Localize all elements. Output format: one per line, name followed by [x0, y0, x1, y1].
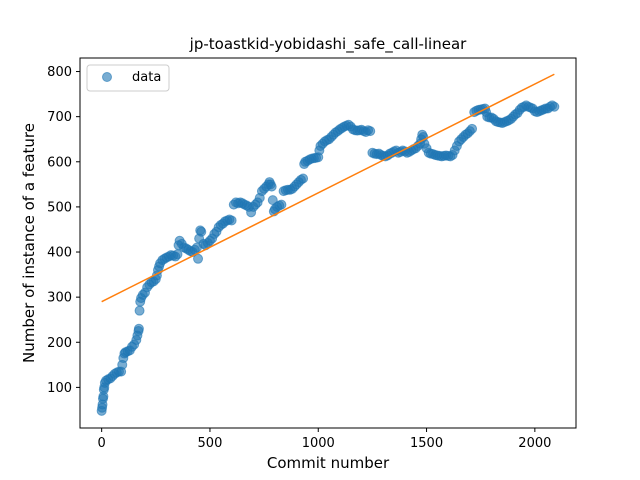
data-point: [266, 181, 277, 192]
legend-box: [86, 64, 170, 92]
y-tick-label: 400: [47, 246, 72, 261]
data-point: [133, 323, 144, 334]
data-point: [226, 215, 237, 226]
y-tick-label: 800: [47, 65, 72, 80]
data-point: [365, 126, 376, 137]
x-tick-label: 0: [98, 436, 106, 451]
data-point: [196, 226, 207, 237]
chart-title: jp-toastkid-yobidashi_safe_call-linear: [189, 35, 467, 54]
y-tick-label: 200: [47, 336, 72, 351]
plot-area: [96, 73, 560, 416]
x-axis: 0 500 1000 1500 2000: [98, 428, 551, 451]
data-point: [134, 305, 145, 316]
x-axis-title: Commit number: [267, 454, 390, 472]
x-tick-label: 2000: [518, 436, 551, 451]
data-point: [276, 199, 287, 210]
linear-fit-line: [101, 73, 555, 303]
legend-label-data: data: [132, 70, 161, 85]
x-tick-label: 500: [198, 436, 223, 451]
data-point: [467, 123, 478, 134]
data-point: [549, 101, 560, 112]
y-tick-label: 500: [47, 200, 72, 215]
x-tick-label: 1000: [302, 436, 335, 451]
y-tick-label: 600: [47, 155, 72, 170]
plot-frame: [79, 57, 577, 429]
data-point: [193, 253, 204, 264]
y-tick-label: 700: [47, 110, 72, 125]
legend: data: [86, 64, 170, 92]
legend-marker-data: [102, 72, 112, 82]
x-tick-label: 1500: [410, 436, 443, 451]
y-axis-title: Number of instance of a feature: [20, 123, 38, 363]
y-axis: 100 200 300 400 500 600 700 800: [47, 65, 80, 396]
y-tick-label: 300: [47, 291, 72, 306]
data-point: [298, 173, 309, 184]
y-tick-label: 100: [47, 381, 72, 396]
